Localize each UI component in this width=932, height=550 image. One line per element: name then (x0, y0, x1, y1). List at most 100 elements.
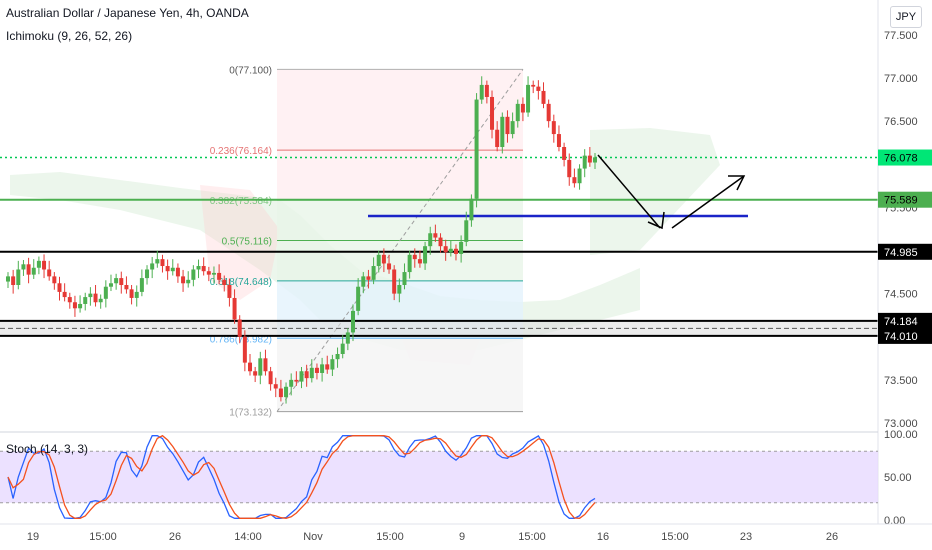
price-tick-label: 77.000 (884, 73, 918, 85)
projection-arrowhead-down (647, 211, 665, 230)
candle (294, 379, 299, 382)
candle (464, 220, 469, 242)
candle (438, 237, 443, 247)
price-tick-label: 73.500 (884, 375, 918, 387)
currency-badge[interactable]: JPY (890, 6, 922, 28)
candle (515, 103, 520, 122)
time-tick-label: 14:00 (234, 531, 262, 543)
candle (309, 367, 314, 379)
projection-arrowhead-up (728, 175, 746, 191)
projection-arrow-up (671, 175, 745, 229)
candle (577, 168, 582, 184)
candle (268, 371, 273, 385)
fib-level-label: 1(73.132) (229, 408, 272, 419)
price-label-text: 74.010 (884, 331, 918, 343)
candle (258, 358, 263, 376)
candle (582, 155, 587, 169)
price-tick-label: 73.000 (884, 418, 918, 430)
candle (387, 263, 392, 270)
stoch-band (0, 451, 878, 503)
candle (114, 278, 119, 284)
candle (227, 285, 232, 298)
projection-arrow-down (597, 154, 661, 229)
time-tick-label: 23 (740, 531, 752, 543)
candle (284, 386, 289, 398)
candle (67, 297, 72, 303)
candle (42, 260, 47, 270)
candle (124, 285, 129, 290)
support-zone (0, 320, 878, 336)
time-tick-label: 15:00 (89, 531, 117, 543)
candle (567, 159, 572, 178)
candle (340, 343, 345, 354)
candle (155, 259, 160, 264)
candle (587, 155, 592, 163)
candle (407, 254, 412, 273)
time-tick-label: 16 (597, 531, 609, 543)
candle (98, 298, 103, 303)
candle (217, 272, 222, 280)
candle (273, 384, 278, 389)
price-label-text: 75.589 (884, 195, 918, 207)
candle (526, 84, 531, 113)
candle (520, 103, 525, 113)
candle (484, 84, 489, 97)
price-tick-label: 77.500 (884, 30, 918, 42)
candle (103, 286, 108, 299)
candle (392, 269, 397, 294)
candle (119, 278, 124, 285)
stoch-d-line (7, 434, 596, 519)
price-label-box (878, 191, 932, 208)
candle (211, 272, 216, 275)
candle (222, 279, 227, 285)
candle (160, 259, 165, 267)
fib-level-label: 0.786(73.982) (210, 334, 272, 345)
fib-level-label: 0.5(75.116) (222, 236, 272, 247)
candle (490, 96, 495, 130)
candle (62, 291, 67, 298)
candle (551, 121, 556, 135)
fib-level-label: 0.382(75.584) (210, 196, 272, 207)
price-label-box (878, 149, 932, 166)
candle (11, 276, 16, 285)
candle (299, 371, 304, 382)
candle (474, 99, 479, 199)
candle (531, 84, 536, 87)
candle (350, 310, 355, 333)
ichimoku-cloud-red (200, 185, 280, 300)
candle (181, 276, 186, 284)
candle (108, 283, 113, 287)
price-label-text: 74.184 (884, 316, 918, 328)
fib-level-label: 0.236(76.164) (210, 146, 272, 157)
candle (93, 293, 98, 303)
candle (191, 269, 196, 280)
candle (278, 388, 283, 398)
candle (78, 303, 83, 309)
candle (31, 267, 36, 275)
candle (232, 297, 237, 320)
fib-zone-bottom (277, 338, 523, 412)
candle (417, 259, 422, 264)
candle (402, 272, 407, 285)
candle (459, 241, 464, 254)
candle (83, 297, 88, 304)
candle (412, 254, 417, 260)
candle (335, 354, 340, 360)
stoch-k-line (7, 435, 596, 519)
candle (72, 302, 77, 309)
candle (443, 246, 448, 253)
candle (361, 276, 366, 287)
candle (237, 319, 242, 337)
price-label-text: 76.078 (884, 153, 918, 165)
fib-level-label: 0(77.100) (229, 65, 272, 76)
price-label-text: 74.985 (884, 247, 918, 259)
candle (57, 283, 62, 292)
candle (505, 116, 510, 135)
stoch-legend: Stoch (14, 3, 3) (6, 442, 89, 456)
candle (314, 367, 319, 373)
candle (289, 379, 294, 387)
candle (16, 269, 21, 285)
candle (145, 269, 150, 279)
candle (381, 254, 386, 264)
